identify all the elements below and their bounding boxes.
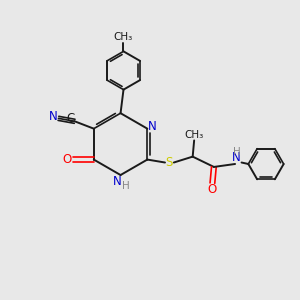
Text: O: O — [208, 182, 217, 196]
Text: O: O — [62, 153, 71, 166]
Text: S: S — [165, 156, 172, 169]
Text: CH₃: CH₃ — [114, 32, 133, 42]
Text: N: N — [148, 120, 157, 133]
Text: N: N — [112, 175, 122, 188]
Text: N: N — [49, 110, 58, 123]
Text: N: N — [232, 151, 241, 164]
Text: C: C — [66, 112, 74, 125]
Text: CH₃: CH₃ — [184, 130, 204, 140]
Text: H: H — [233, 147, 240, 157]
Text: H: H — [122, 181, 130, 191]
